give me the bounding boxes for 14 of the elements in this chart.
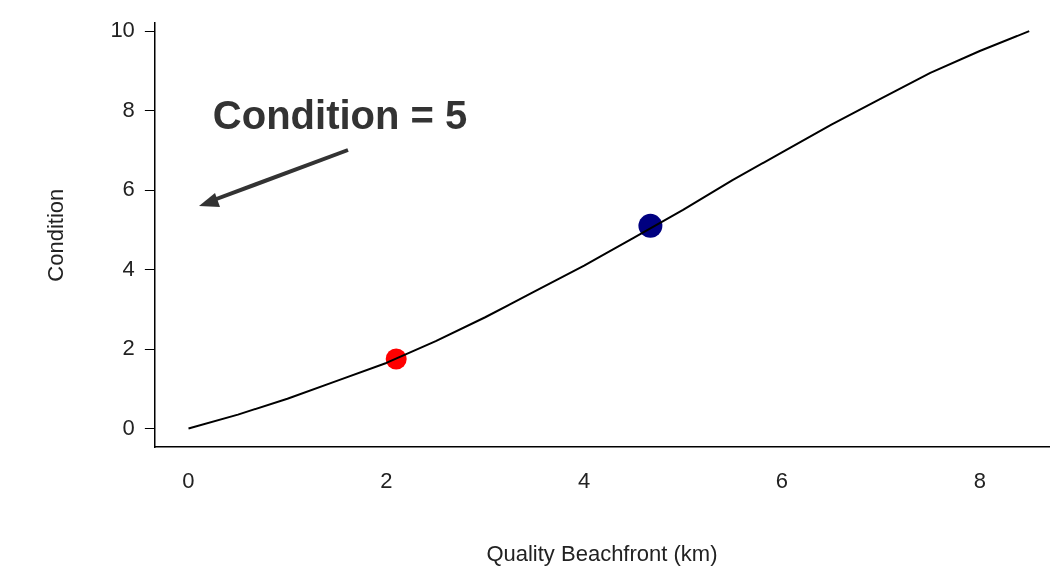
y-tick-label: 8 <box>122 96 135 122</box>
x-tick-label: 4 <box>578 468 591 494</box>
y-tick-label: 2 <box>122 335 135 361</box>
x-tick-label: 0 <box>182 468 195 494</box>
x-tick-label: 8 <box>973 468 986 494</box>
y-tick-label: 6 <box>122 176 135 202</box>
x-axis-title: Quality Beachfront (km) <box>486 540 718 566</box>
y-tick-label: 4 <box>122 255 135 281</box>
x-tick-label: 2 <box>380 468 393 494</box>
y-tick-label: 10 <box>110 17 135 43</box>
x-tick-label: 6 <box>775 468 789 494</box>
y-axis-title: Condition <box>43 188 69 282</box>
annotation: Condition = 5 <box>212 93 468 138</box>
y-tick-label: 0 <box>122 414 135 440</box>
